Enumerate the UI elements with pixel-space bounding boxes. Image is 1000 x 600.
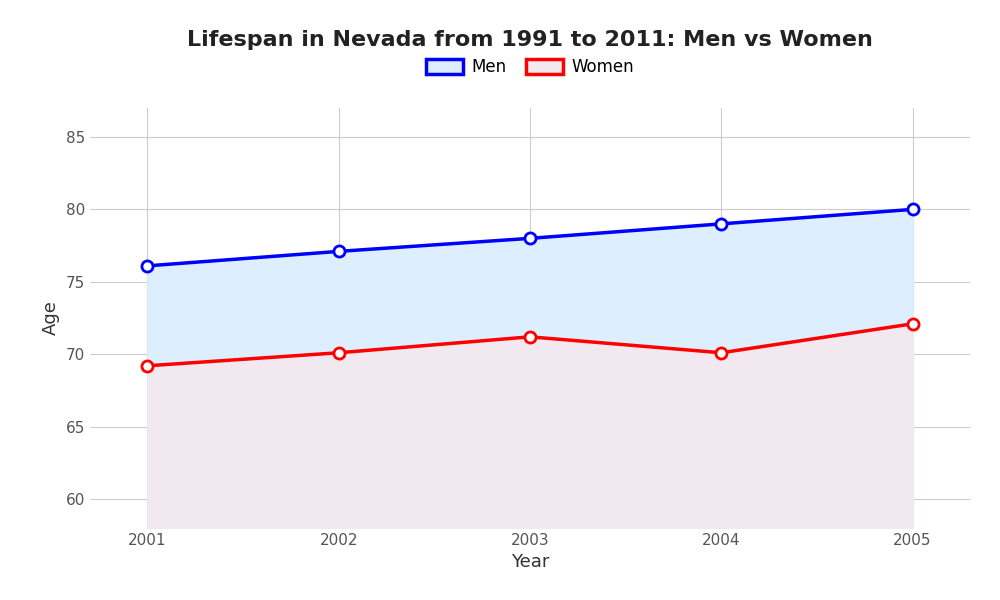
Y-axis label: Age: Age [42, 301, 60, 335]
Title: Lifespan in Nevada from 1991 to 2011: Men vs Women: Lifespan in Nevada from 1991 to 2011: Me… [187, 29, 873, 49]
Legend: Men, Women: Men, Women [419, 51, 641, 83]
X-axis label: Year: Year [511, 553, 549, 571]
